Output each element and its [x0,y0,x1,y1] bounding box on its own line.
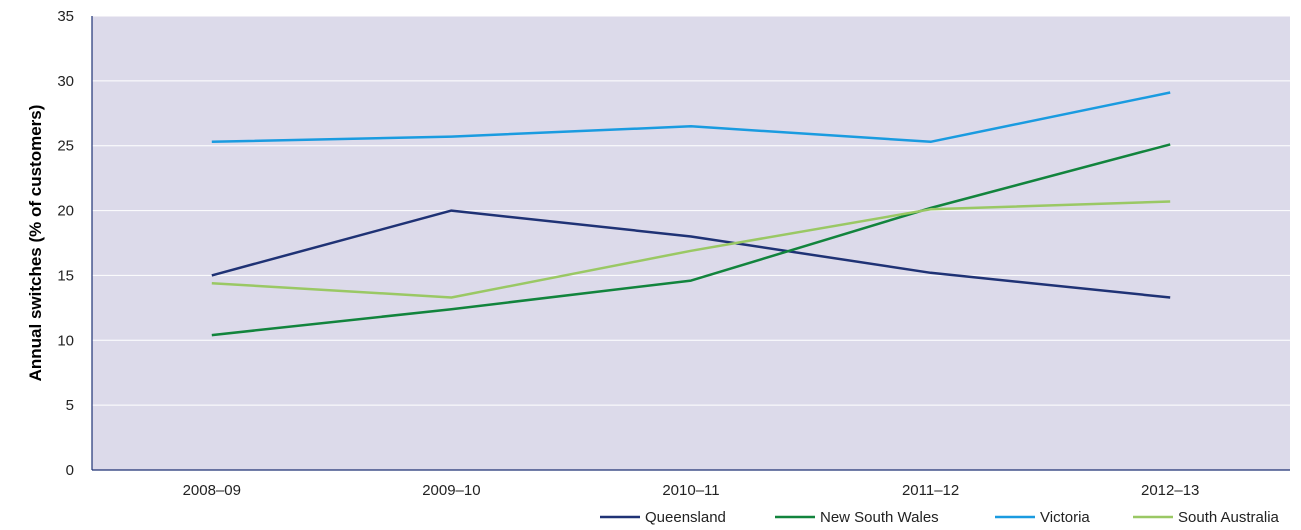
y-tick-label: 25 [57,138,74,155]
x-tick-label: 2008–09 [183,482,241,499]
y-tick-label: 15 [57,267,74,284]
y-tick-label: 20 [57,203,74,220]
axes [91,16,1290,471]
y-tick-label: 5 [66,397,74,414]
y-tick-label: 30 [57,73,74,90]
x-tick-label: 2010–11 [662,482,719,499]
gridlines [92,15,1290,406]
legend: Queensland New South Wales Victoria South A… [600,509,1280,526]
series-line-new-south-wales [211,143,1171,337]
series-line-queensland [211,209,1171,299]
x-tick-labels: 2008–09 2009–10 2010–11 2011–12 2012–13 [183,482,1200,499]
x-tick-label: 2009–10 [422,482,480,499]
y-tick-label: 35 [57,8,74,25]
y-axis-title: Annual switches (% of customers) [26,105,45,382]
series-line-victoria [211,91,1171,144]
legend-label: South Australia [1178,509,1280,526]
legend-item-south-australia: South Australia [1133,509,1280,526]
x-tick-label: 2012–13 [1141,482,1199,499]
legend-item-new-south-wales: New South Wales [775,509,939,526]
y-tick-labels: 0 5 10 15 20 25 30 35 [57,8,74,479]
y-tick-label: 10 [57,332,74,349]
legend-item-queensland: Queensland [600,509,726,526]
y-tick-label: 0 [66,462,74,479]
legend-label: Victoria [1040,509,1090,526]
legend-label: New South Wales [820,509,939,526]
legend-label: Queensland [645,509,726,526]
legend-item-victoria: Victoria [995,509,1090,526]
x-tick-label: 2011–12 [902,482,959,499]
series-line-south-australia [211,200,1171,299]
series-lines [211,91,1171,337]
plot-area [92,16,1290,470]
